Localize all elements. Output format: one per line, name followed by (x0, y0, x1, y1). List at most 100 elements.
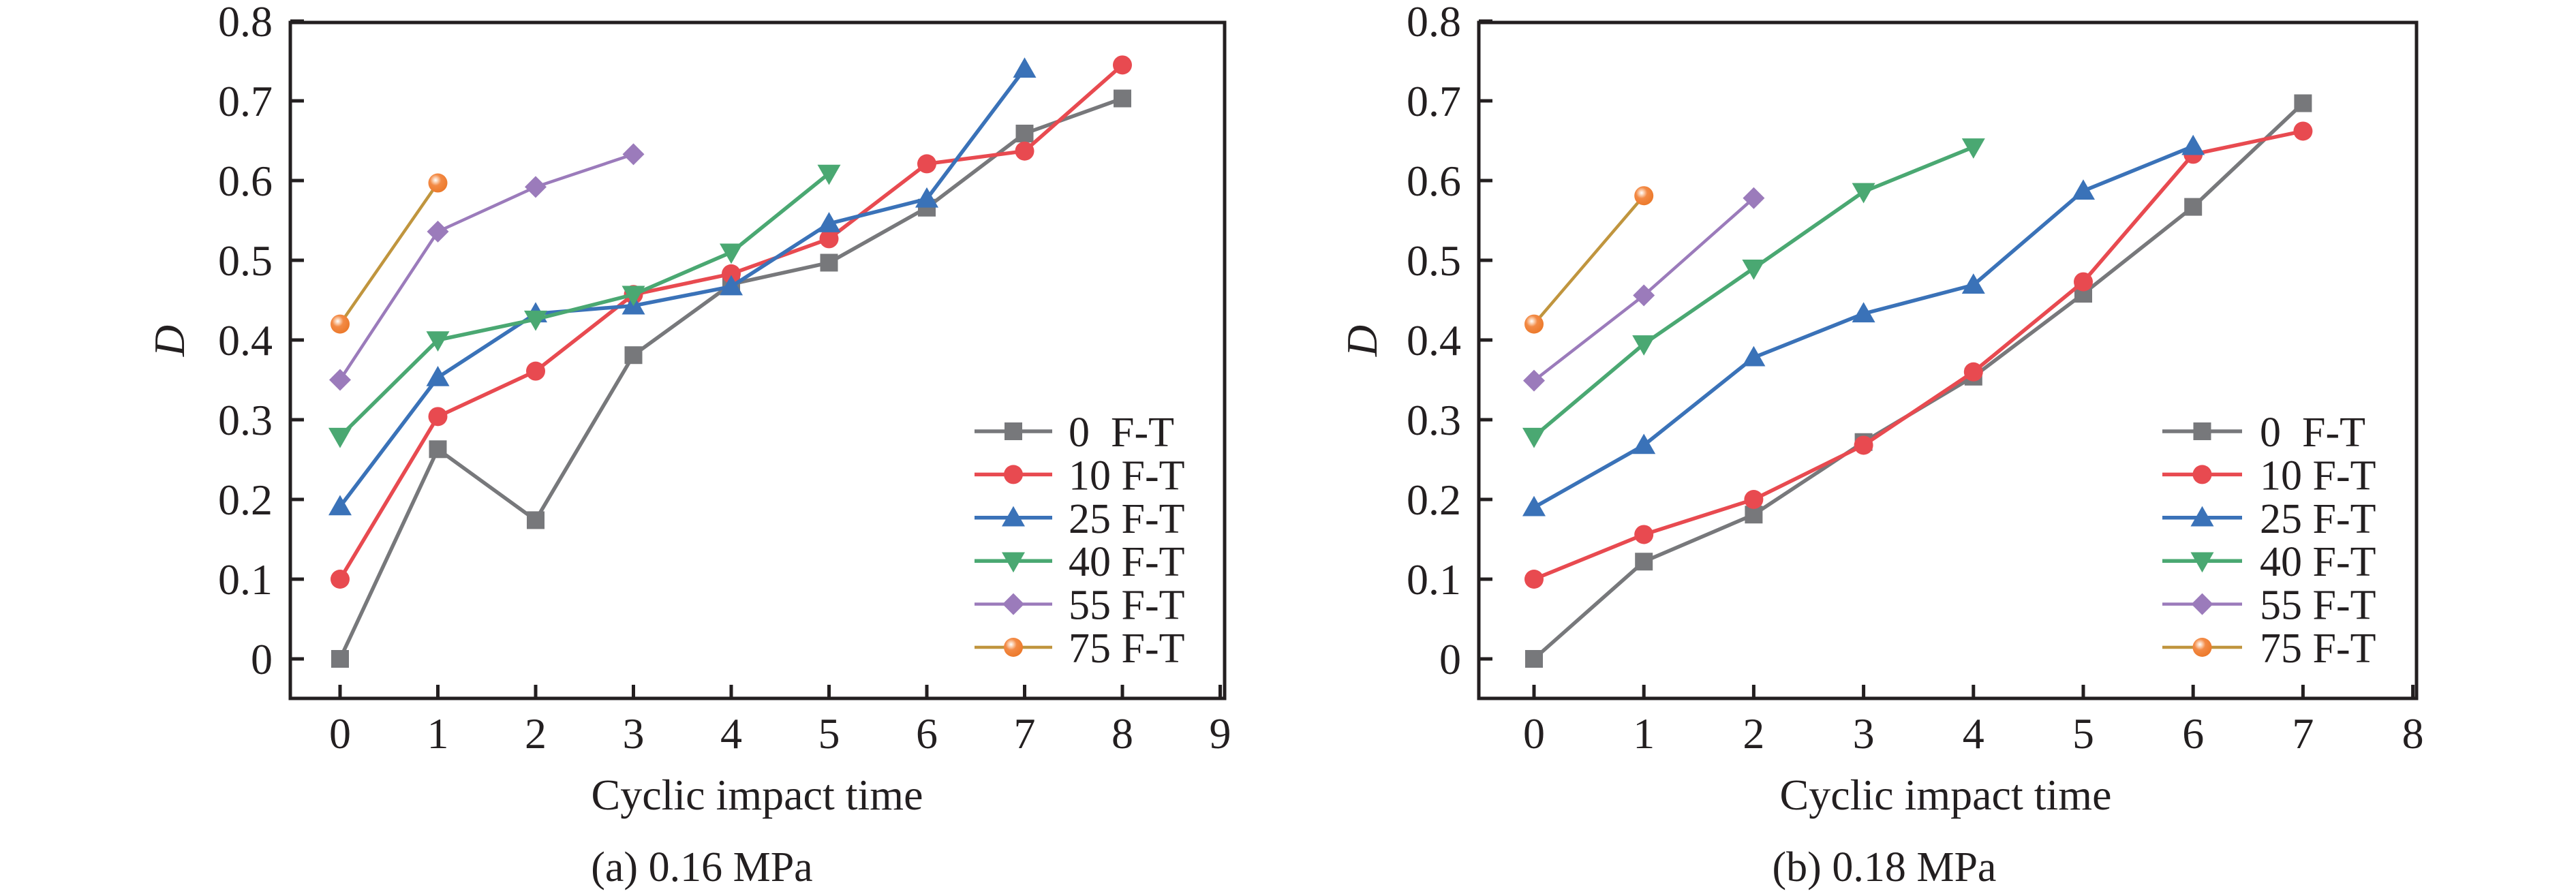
data-point (426, 331, 450, 352)
panel-caption: (a) 0.16 MPa (591, 844, 812, 891)
y-tick-label: 0.6 (218, 157, 273, 205)
data-point (426, 365, 450, 386)
data-point (1852, 302, 1875, 323)
data-point (2294, 94, 2312, 112)
x-tick-label: 0 (1523, 709, 1545, 758)
x-tick-label: 1 (1633, 709, 1655, 758)
data-point (622, 285, 645, 307)
y-axis-label: D (145, 325, 194, 357)
data-point (1743, 187, 1765, 209)
data-point (819, 229, 839, 249)
legend-item: 25 F-T (2162, 496, 2376, 542)
x-tick-label: 2 (1743, 709, 1764, 758)
y-tick-label: 0.8 (218, 0, 273, 46)
series-line (339, 153, 634, 381)
data-point (1744, 490, 1764, 509)
data-point (331, 570, 350, 589)
legend-marker-icon (2192, 465, 2212, 484)
legend-item: 10 F-T (975, 452, 1185, 499)
data-point (1015, 141, 1034, 161)
legend-label: 55 F-T (1069, 583, 1185, 629)
data-point (720, 275, 743, 296)
plot-area-border (1477, 20, 2419, 700)
legend: 0 F-T10 F-T25 F-T40 F-T55 F-T75 F-T (2162, 410, 2376, 672)
legend-label: 40 F-T (1069, 539, 1185, 585)
plot-area-border (288, 20, 1227, 700)
series-55-f-t (1523, 187, 1765, 392)
x-axis-label: Cyclic impact time (1780, 771, 2112, 819)
legend-label: 40 F-T (2260, 539, 2376, 585)
series-75-f-t (331, 173, 448, 334)
data-point (722, 264, 741, 283)
data-point (915, 187, 938, 208)
legend-marker-icon (1004, 465, 1023, 484)
legend-label: 25 F-T (2260, 496, 2376, 542)
y-tick-label: 0.6 (1407, 157, 1461, 205)
data-point (1635, 553, 1653, 571)
x-tick-label: 1 (427, 709, 449, 758)
data-point (2293, 121, 2313, 141)
legend-label: 0 F-T (1069, 410, 1174, 456)
data-point (1524, 570, 1544, 589)
series-40-f-t (328, 164, 841, 448)
data-point (1632, 335, 1656, 356)
data-point (328, 495, 352, 516)
data-point (1742, 259, 1766, 280)
series-line (1533, 102, 2305, 661)
data-point (2074, 272, 2093, 292)
y-tick-label: 0.2 (1407, 476, 1461, 524)
legend-item: 0 F-T (975, 410, 1174, 456)
legend-item: 75 F-T (975, 625, 1185, 672)
x-tick-label: 9 (1210, 709, 1231, 758)
data-point (1963, 362, 1983, 382)
x-axis-label: Cyclic impact time (592, 771, 923, 819)
legend-marker-icon (1002, 506, 1025, 527)
data-point (527, 511, 545, 529)
y-tick-label: 0.1 (1407, 555, 1461, 604)
x-tick-label: 2 (525, 709, 547, 758)
plot-frame: 0 0.1 0.2 0.3 0.4 0.5 0.6 0.7 0.8 0 1 2 3 4 5 6 7 8 (1407, 0, 2424, 758)
legend-item: 75 F-T (2162, 625, 2376, 672)
data-point (428, 173, 448, 193)
data-point (329, 369, 351, 391)
series-line (338, 67, 1026, 508)
y-tick-label: 0 (1439, 635, 1461, 683)
legend-item: 10 F-T (2162, 452, 2376, 499)
y-tick-label: 0.7 (218, 77, 273, 125)
data-point (1114, 89, 1131, 108)
data-point (427, 220, 449, 243)
series-line (1533, 129, 2303, 581)
data-point (2072, 179, 2095, 200)
data-point (1113, 55, 1132, 75)
y-tick-label: 0.3 (1407, 396, 1461, 444)
series-line (339, 182, 440, 325)
legend: 0 F-T10 F-T25 F-T40 F-T55 F-T75 F-T (975, 410, 1185, 672)
x-tick-label: 4 (1963, 709, 1984, 758)
legend-label: 10 F-T (2260, 452, 2376, 499)
data-point (525, 176, 547, 198)
data-point (1525, 650, 1543, 668)
x-tick-label: 0 (329, 709, 351, 758)
data-point (1633, 284, 1655, 307)
legend-marker-icon (2190, 552, 2214, 573)
legend-marker-icon (1002, 552, 1025, 573)
series-line (338, 96, 1123, 660)
legend-item: 40 F-T (975, 539, 1185, 585)
data-point (917, 154, 936, 174)
legend-label: 10 F-T (1069, 452, 1185, 499)
series-line (338, 63, 1124, 581)
legend-marker-icon (1004, 638, 1023, 657)
legend-marker-icon (2190, 506, 2214, 527)
x-tick-label: 3 (623, 709, 645, 758)
y-tick-label: 0.1 (218, 555, 273, 604)
data-point (817, 164, 841, 185)
data-point (1015, 124, 1034, 142)
series-55-f-t (329, 143, 645, 391)
series-layer (328, 55, 1132, 668)
y-tick-label: 0.2 (218, 476, 273, 524)
data-point (331, 650, 349, 668)
x-tick-label: 8 (2402, 709, 2424, 758)
data-point (526, 361, 545, 381)
data-point (1854, 435, 1873, 455)
